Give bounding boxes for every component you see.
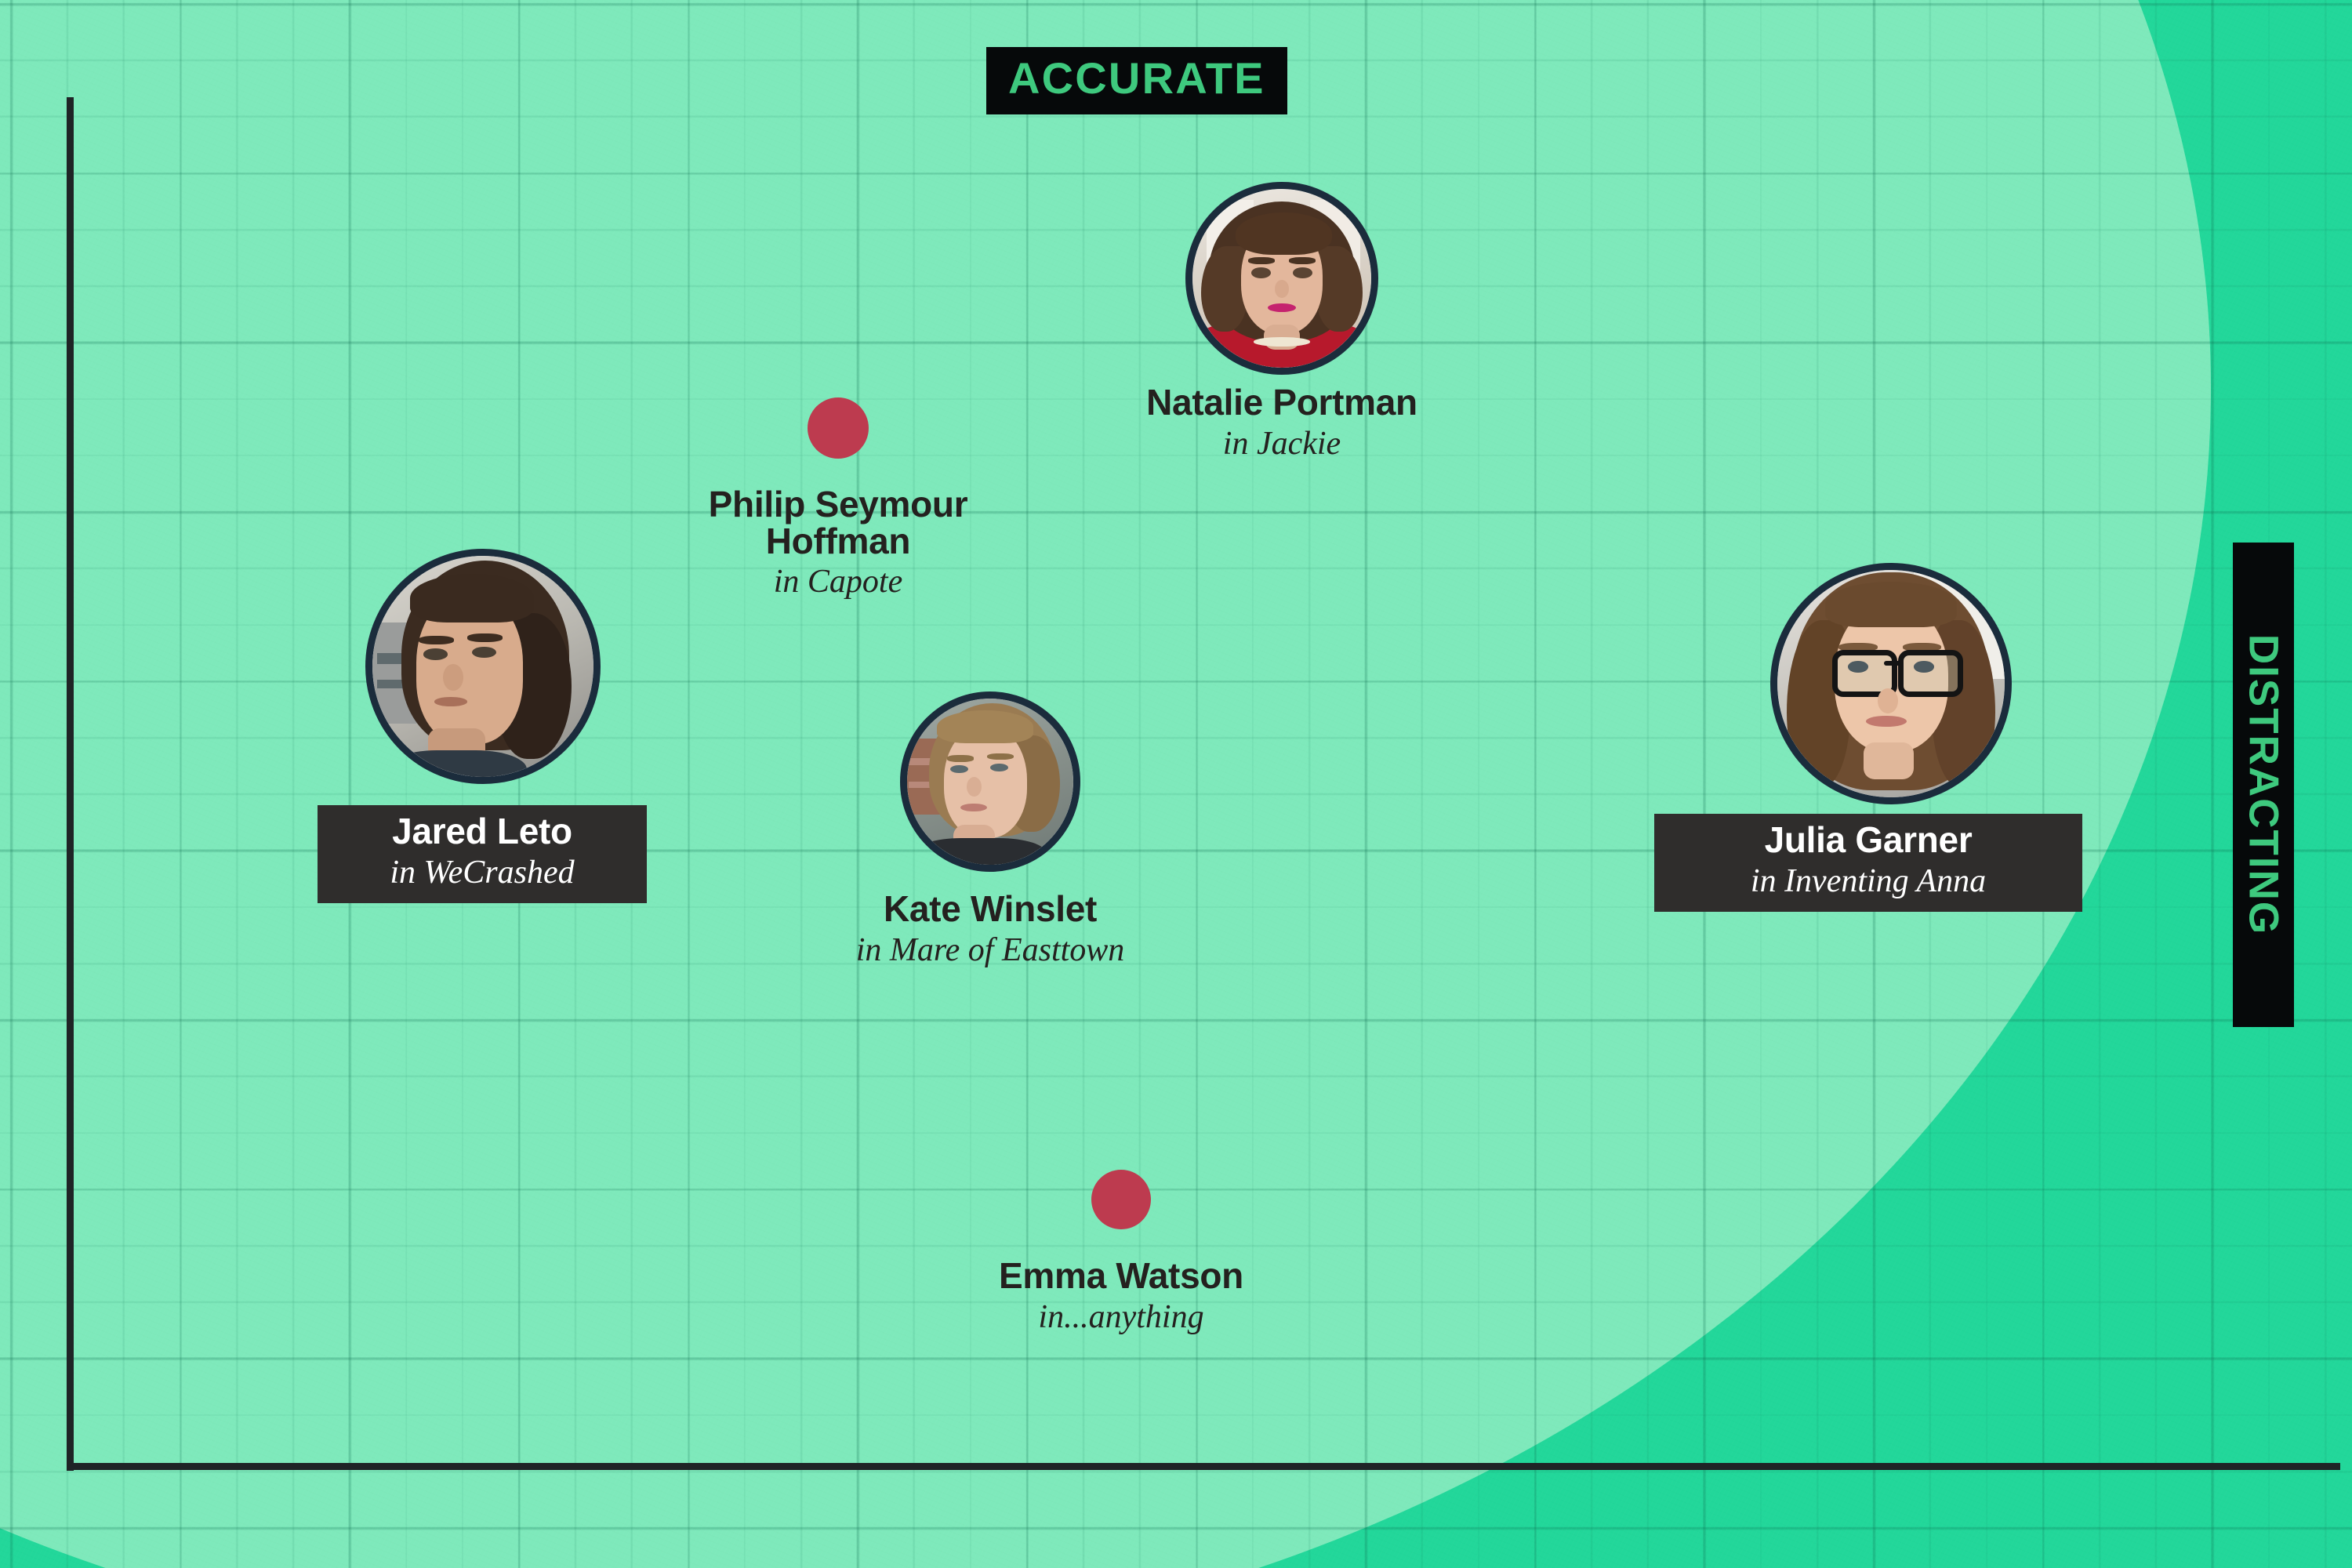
y-axis-line — [67, 97, 74, 1471]
point-kate-winslet[interactable]: Kate Winslet in Mare of Easttown — [856, 691, 1124, 968]
point-julia-garner[interactable]: Julia Garner in Inventing Anna — [1654, 563, 2082, 913]
person-name: Emma Watson — [999, 1255, 1243, 1296]
label-jared-leto: Jared Leto in WeCrashed — [318, 805, 647, 904]
avatar-jared-leto — [365, 549, 601, 784]
label-philip-seymour-hoffman: Philip Seymour Hoffman in Capote — [605, 486, 1071, 601]
eyeglasses-right-lens — [1897, 649, 1964, 697]
label-emma-watson: Emma Watson in...anything — [889, 1255, 1353, 1337]
label-natalie-portman: Natalie Portman in Jackie — [1050, 382, 1514, 463]
avatar-natalie-portman — [1185, 182, 1378, 375]
point-emma-watson[interactable]: Emma Watson in...anything — [999, 1170, 1243, 1335]
person-role: in WeCrashed — [390, 854, 575, 891]
marker-dot-emma-watson — [1091, 1170, 1151, 1229]
person-name: Kate Winslet — [883, 888, 1098, 929]
point-philip-seymour-hoffman[interactable]: Philip Seymour Hoffman in Capote — [709, 397, 968, 600]
label-julia-garner: Julia Garner in Inventing Anna — [1654, 814, 2082, 913]
label-kate-winslet: Kate Winslet in Mare of Easttown — [760, 888, 1220, 970]
avatar-julia-garner — [1770, 563, 2012, 804]
person-role: in...anything — [1038, 1298, 1204, 1335]
person-name-line-1: Philip Seymour — [708, 484, 968, 524]
point-jared-leto[interactable]: Jared Leto in WeCrashed — [318, 549, 647, 904]
distracting-axis-banner-label: DISTRACTING — [2240, 633, 2287, 936]
person-name: Jared Leto — [392, 811, 572, 851]
marker-dot-philip-seymour-hoffman — [808, 397, 869, 459]
avatar-kate-winslet — [900, 691, 1080, 872]
person-name-line-2: Hoffman — [765, 520, 911, 561]
person-role: in Inventing Anna — [1750, 862, 1987, 899]
person-role: in Mare of Easttown — [855, 931, 1125, 968]
person-role: in Capote — [773, 563, 903, 600]
person-name: Julia Garner — [1764, 819, 1973, 860]
person-role: in Jackie — [1222, 425, 1341, 462]
distracting-axis-banner: DISTRACTING — [2233, 543, 2294, 1027]
x-axis-line — [67, 1463, 2340, 1470]
accurate-axis-banner: ACCURATE — [986, 47, 1287, 114]
person-name: Natalie Portman — [1146, 382, 1417, 423]
point-natalie-portman[interactable]: Natalie Portman in Jackie — [1146, 182, 1417, 462]
